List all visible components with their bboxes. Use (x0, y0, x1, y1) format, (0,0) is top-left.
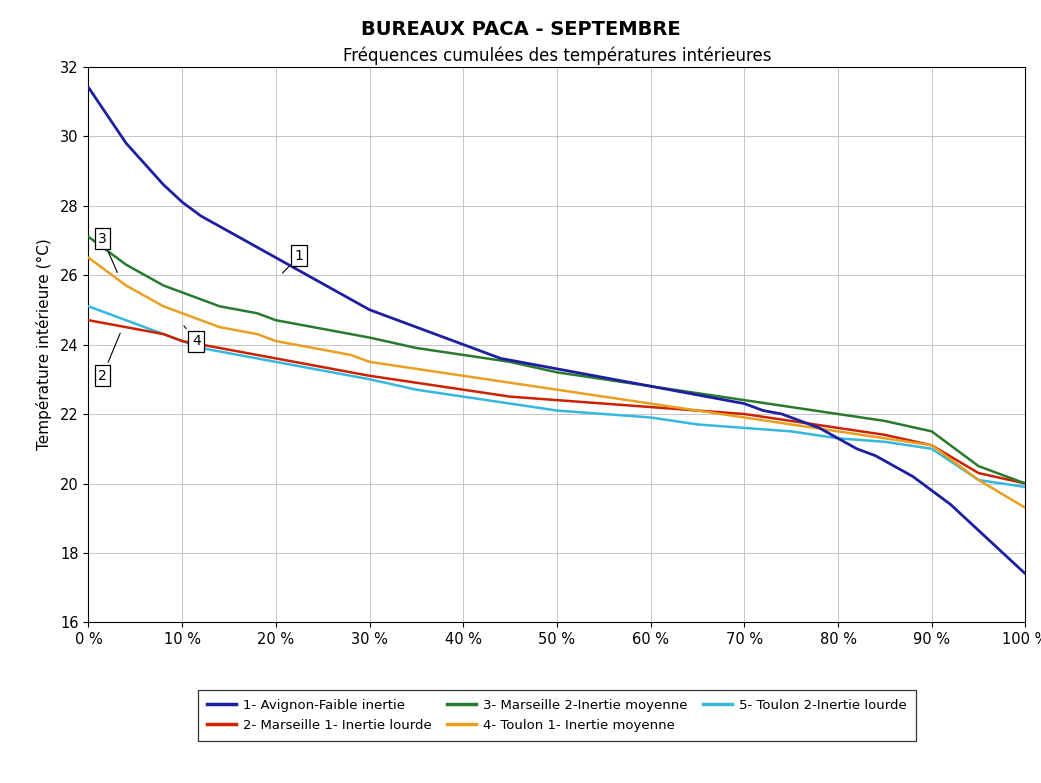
Title: Fréquences cumulées des températures intérieures: Fréquences cumulées des températures int… (342, 46, 771, 65)
Text: BUREAUX PACA - SEPTEMBRE: BUREAUX PACA - SEPTEMBRE (360, 20, 681, 38)
Text: 2: 2 (98, 334, 120, 383)
Text: 4: 4 (184, 326, 201, 348)
Legend: 1- Avignon-Faible inertie, 2- Marseille 1- Inertie lourde, 3- Marseille 2-Inerti: 1- Avignon-Faible inertie, 2- Marseille … (198, 690, 916, 741)
Y-axis label: Température intérieure (°C): Température intérieure (°C) (35, 239, 52, 450)
Text: 1: 1 (282, 249, 304, 273)
Text: 3: 3 (98, 232, 118, 272)
